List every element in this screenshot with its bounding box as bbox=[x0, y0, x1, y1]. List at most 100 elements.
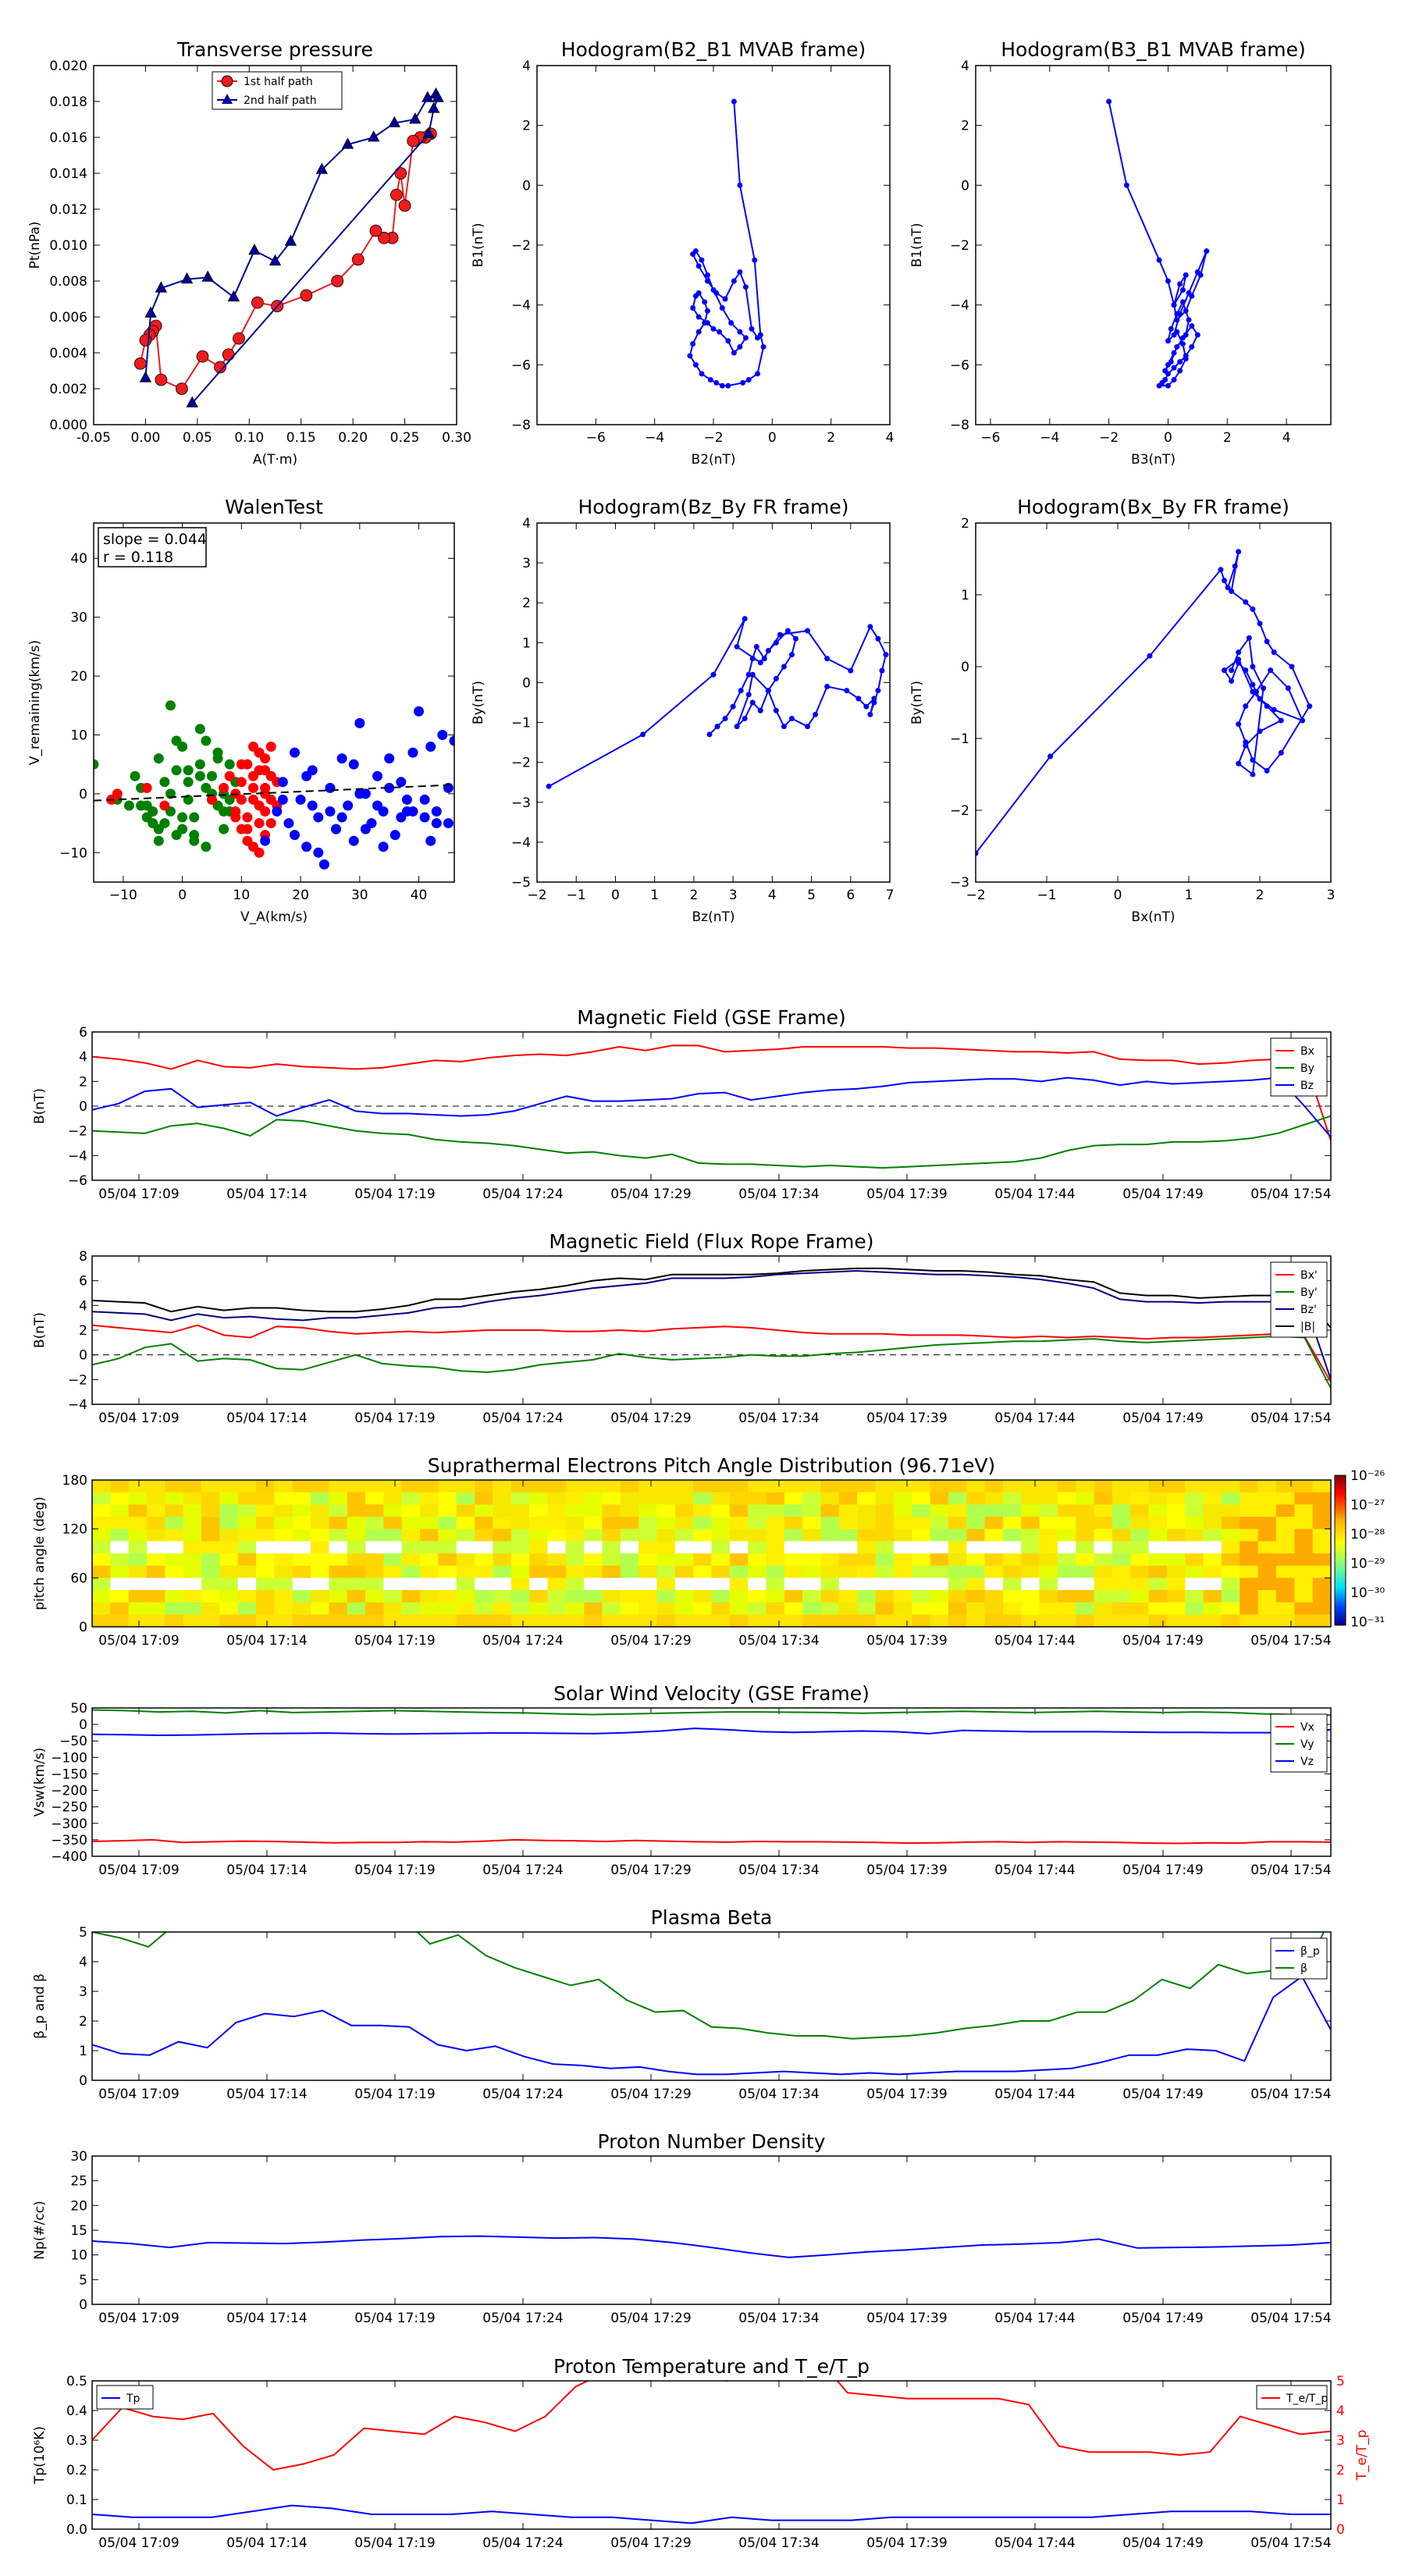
data-point bbox=[369, 224, 382, 237]
heatmap-cell bbox=[1312, 1590, 1332, 1603]
heatmap-cell bbox=[1294, 1614, 1314, 1628]
x-tick-label: 05/04 17:49 bbox=[1122, 1411, 1203, 1426]
data-point bbox=[165, 788, 176, 799]
heatmap-cell bbox=[383, 1602, 403, 1615]
legend-label: β bbox=[1300, 1962, 1307, 1975]
x-tick-label: 05/04 17:29 bbox=[610, 1633, 691, 1649]
heatmap-cell bbox=[1203, 1565, 1222, 1578]
y-tick-label: 0.008 bbox=[49, 274, 87, 290]
heatmap-cell bbox=[1185, 1565, 1204, 1578]
x-tick-label: 4 bbox=[768, 888, 777, 903]
heatmap-cell bbox=[1240, 1602, 1259, 1615]
heatmap-cell bbox=[165, 1565, 184, 1578]
heatmap-cell bbox=[1166, 1480, 1186, 1493]
heatmap-cell bbox=[510, 1504, 530, 1517]
heatmap-cell bbox=[1057, 1614, 1076, 1628]
y-tick-label: 5 bbox=[79, 2272, 87, 2288]
heatmap-cell bbox=[365, 1541, 384, 1554]
data-point bbox=[1271, 649, 1277, 656]
data-point bbox=[1307, 703, 1313, 710]
y-tick-label: 0 bbox=[79, 2073, 87, 2089]
y-tick-label: 0.006 bbox=[49, 310, 87, 326]
heatmap-cell bbox=[802, 1565, 822, 1578]
data-point bbox=[1229, 588, 1235, 594]
heatmap-cell bbox=[1166, 1590, 1186, 1603]
heatmap-cell bbox=[1112, 1504, 1131, 1517]
heatmap-cell bbox=[329, 1614, 348, 1628]
heatmap-cell bbox=[1240, 1480, 1259, 1493]
heatmap-cell bbox=[383, 1492, 403, 1505]
heatmap-cell bbox=[711, 1528, 731, 1542]
heatmap-cell bbox=[620, 1480, 639, 1493]
heatmap-cell bbox=[165, 1614, 184, 1628]
heatmap-cell bbox=[729, 1492, 749, 1505]
y-tick-label: 4 bbox=[79, 1955, 87, 1970]
y-tick-label: −6 bbox=[68, 1173, 87, 1189]
heatmap-cell bbox=[274, 1614, 293, 1628]
plot-area bbox=[94, 700, 454, 870]
heatmap-cell bbox=[165, 1553, 184, 1567]
data-point bbox=[1257, 728, 1263, 735]
heatmap-cell bbox=[1094, 1517, 1113, 1530]
x-tick-label: 05/04 17:29 bbox=[610, 2535, 691, 2551]
series-line bbox=[144, 93, 439, 404]
heatmap-cell bbox=[311, 1492, 329, 1505]
heatmap-cell bbox=[311, 1517, 329, 1530]
y-tick-label: −200 bbox=[51, 1784, 87, 1799]
data-point bbox=[177, 812, 188, 823]
heatmap-cell bbox=[147, 1590, 165, 1603]
plot-area bbox=[976, 549, 1313, 856]
data-point bbox=[318, 859, 329, 870]
x-tick-label: 05/04 17:29 bbox=[610, 1863, 691, 1878]
x-tick-label: 05/04 17:34 bbox=[738, 1411, 819, 1426]
heatmap-cell bbox=[274, 1492, 293, 1505]
heatmap-cell bbox=[347, 1553, 366, 1567]
heatmap-cell bbox=[365, 1492, 384, 1505]
heatmap-cell bbox=[92, 1565, 111, 1578]
y-tick-label: 0.000 bbox=[49, 418, 87, 433]
heatmap-cell bbox=[602, 1480, 621, 1493]
heatmap-cell bbox=[456, 1528, 475, 1542]
heatmap-cell bbox=[1002, 1553, 1022, 1567]
heatmap-cell bbox=[183, 1517, 202, 1530]
data-point bbox=[1250, 681, 1256, 688]
panel-pad: Suprathermal Electrons Pitch Angle Distr… bbox=[32, 1454, 1385, 1649]
x-tick-label: 05/04 17:24 bbox=[482, 2087, 563, 2102]
heatmap-cell bbox=[766, 1602, 785, 1615]
data-point bbox=[159, 800, 170, 811]
y-tick-label: −400 bbox=[51, 1849, 87, 1865]
data-point bbox=[348, 835, 359, 846]
data-point bbox=[722, 296, 728, 302]
x-tick-label: 4 bbox=[886, 430, 895, 446]
data-point bbox=[1222, 667, 1227, 674]
panel-title: Hodogram(B3_B1 MVAB frame) bbox=[1001, 38, 1306, 61]
data-point bbox=[1229, 678, 1235, 684]
heatmap-cell bbox=[584, 1565, 603, 1578]
data-point bbox=[290, 830, 301, 841]
heatmap-cell bbox=[838, 1602, 858, 1615]
heatmap-cell bbox=[1002, 1528, 1022, 1542]
heatmap-cell bbox=[438, 1578, 457, 1591]
data-point bbox=[707, 377, 713, 382]
heatmap-cell bbox=[984, 1517, 1004, 1530]
heatmap-cell bbox=[1275, 1578, 1295, 1591]
heatmap-cell bbox=[638, 1480, 657, 1493]
data-point bbox=[372, 800, 383, 811]
heatmap-cell bbox=[1221, 1553, 1240, 1567]
data-point bbox=[398, 199, 411, 212]
heatmap-cell bbox=[948, 1528, 967, 1542]
heatmap-cell bbox=[857, 1578, 877, 1591]
heatmap-cell bbox=[638, 1553, 657, 1567]
data-point bbox=[214, 361, 226, 374]
heatmap-cell bbox=[292, 1614, 311, 1628]
heatmap-cell bbox=[802, 1602, 822, 1615]
heatmap-cell bbox=[456, 1504, 475, 1517]
heatmap-cell bbox=[510, 1480, 530, 1493]
heatmap-cell bbox=[1021, 1492, 1040, 1505]
y-tick-label: 6 bbox=[79, 1025, 87, 1041]
heatmap-cell bbox=[237, 1528, 257, 1542]
data-point bbox=[1218, 567, 1224, 573]
heatmap-cell bbox=[1203, 1602, 1222, 1615]
heatmap-cell bbox=[401, 1517, 421, 1530]
